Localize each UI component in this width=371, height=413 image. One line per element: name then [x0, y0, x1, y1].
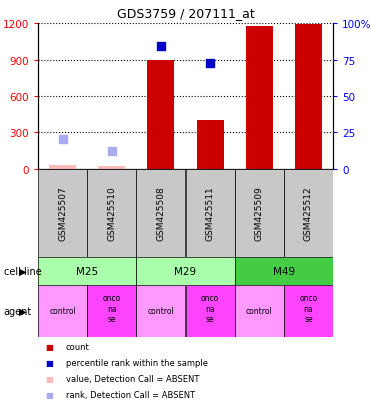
Text: onco
na
se: onco na se: [299, 294, 318, 323]
Text: rank, Detection Call = ABSENT: rank, Detection Call = ABSENT: [66, 390, 195, 399]
Text: GSM425508: GSM425508: [157, 186, 165, 241]
Point: [207, 61, 213, 67]
Text: GSM425509: GSM425509: [255, 186, 264, 241]
Bar: [186, 285, 235, 337]
Text: GDS3759 / 207111_at: GDS3759 / 207111_at: [116, 7, 255, 20]
Text: M29: M29: [174, 266, 197, 276]
Bar: [38, 285, 87, 337]
Bar: [49, 166, 76, 169]
Text: ▶: ▶: [19, 306, 27, 316]
Text: GSM425511: GSM425511: [206, 186, 214, 241]
Text: control: control: [148, 306, 174, 316]
Point: [158, 44, 164, 50]
Text: percentile rank within the sample: percentile rank within the sample: [66, 358, 208, 368]
Bar: [246, 26, 273, 169]
Bar: [87, 169, 136, 257]
Text: count: count: [66, 343, 89, 351]
Text: M49: M49: [273, 266, 295, 276]
Bar: [186, 169, 235, 257]
Text: value, Detection Call = ABSENT: value, Detection Call = ABSENT: [66, 375, 199, 384]
Bar: [136, 257, 235, 285]
Point: [109, 148, 115, 154]
Point: [60, 136, 66, 142]
Bar: [235, 285, 284, 337]
Bar: [284, 169, 333, 257]
Bar: [38, 169, 87, 257]
Text: agent: agent: [4, 306, 32, 316]
Bar: [235, 257, 333, 285]
Bar: [197, 121, 224, 169]
Bar: [38, 257, 136, 285]
Text: ■: ■: [45, 358, 53, 368]
Bar: [284, 285, 333, 337]
Bar: [98, 166, 125, 169]
Text: control: control: [49, 306, 76, 316]
Text: GSM425507: GSM425507: [58, 186, 67, 241]
Text: ■: ■: [45, 375, 53, 384]
Text: cell line: cell line: [4, 266, 42, 276]
Text: ■: ■: [45, 343, 53, 351]
Bar: [87, 285, 136, 337]
Text: onco
na
se: onco na se: [103, 294, 121, 323]
Text: ▶: ▶: [19, 266, 27, 276]
Text: GSM425510: GSM425510: [107, 186, 116, 241]
Bar: [235, 169, 284, 257]
Text: GSM425512: GSM425512: [304, 186, 313, 241]
Text: M25: M25: [76, 266, 98, 276]
Text: onco
na
se: onco na se: [201, 294, 219, 323]
Bar: [147, 60, 174, 169]
Text: control: control: [246, 306, 273, 316]
Bar: [136, 285, 186, 337]
Bar: [295, 25, 322, 169]
Bar: [136, 169, 186, 257]
Text: ■: ■: [45, 390, 53, 399]
